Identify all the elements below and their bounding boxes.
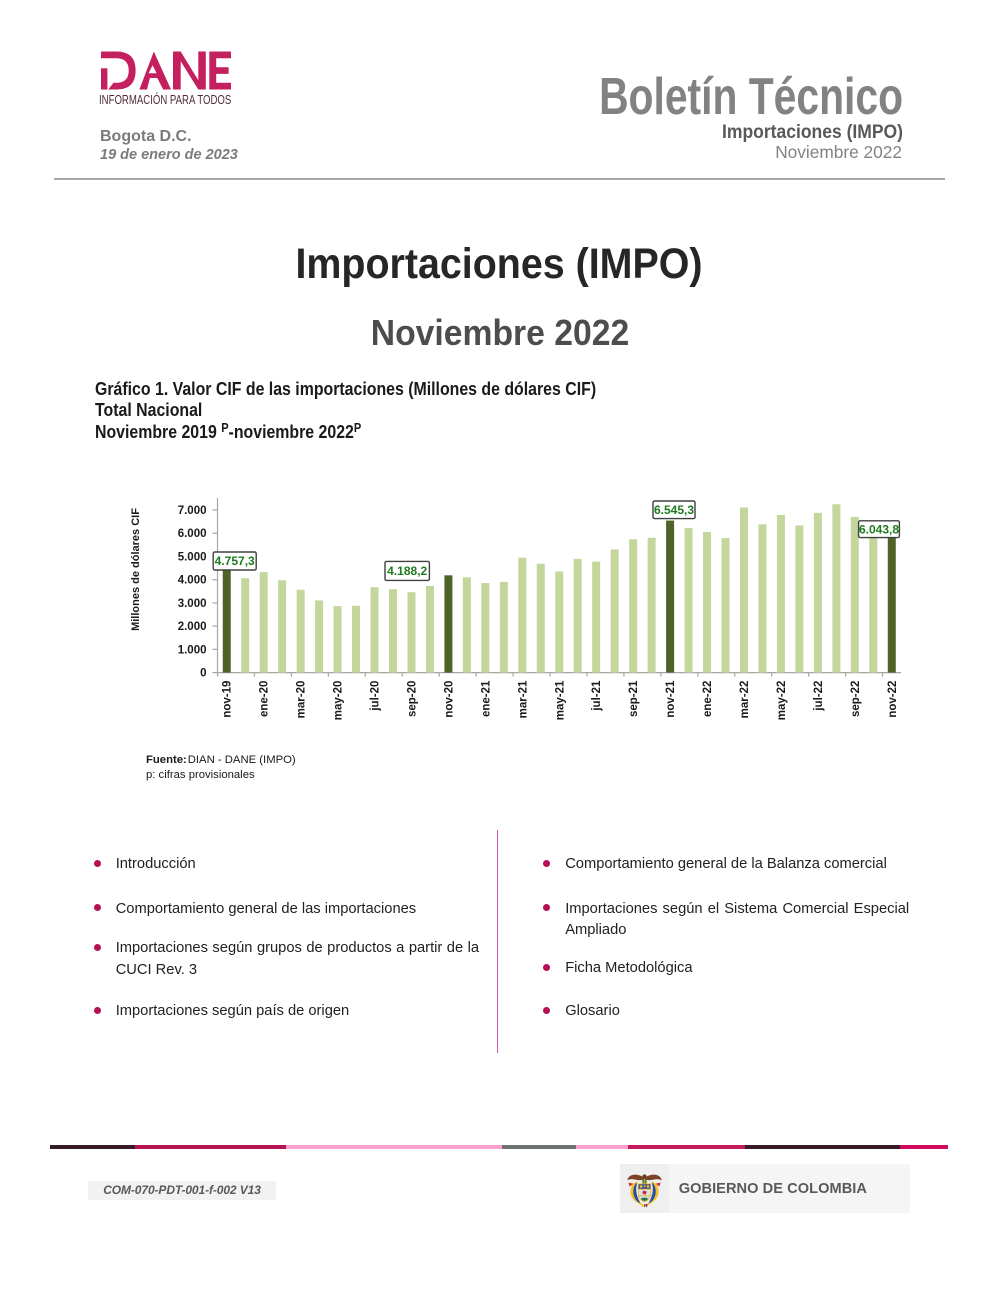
svg-text:sep-20: sep-20 xyxy=(406,681,418,717)
svg-text:ene-20: ene-20 xyxy=(259,681,271,717)
svg-text:nov-21: nov-21 xyxy=(665,680,677,718)
svg-text:jul-20: jul-20 xyxy=(370,681,382,712)
svg-text:ene-22: ene-22 xyxy=(702,681,714,717)
svg-text:0: 0 xyxy=(200,668,206,680)
svg-text:nov-22: nov-22 xyxy=(887,681,899,718)
svg-text:ene-21: ene-21 xyxy=(480,680,492,717)
svg-text:jul-22: jul-22 xyxy=(813,681,825,712)
svg-text:6.043,8: 6.043,8 xyxy=(859,522,899,536)
svg-text:mar-22: mar-22 xyxy=(739,681,751,719)
svg-text:sep-22: sep-22 xyxy=(850,681,862,717)
svg-text:sep-21: sep-21 xyxy=(628,680,640,717)
svg-text:may-22: may-22 xyxy=(776,681,788,721)
svg-text:jul-21: jul-21 xyxy=(591,680,603,712)
svg-text:4.000: 4.000 xyxy=(178,575,207,587)
svg-text:nov-19: nov-19 xyxy=(222,681,234,718)
svg-text:nov-20: nov-20 xyxy=(443,681,455,718)
svg-text:4.188,2: 4.188,2 xyxy=(387,564,427,578)
svg-text:4.757,3: 4.757,3 xyxy=(215,554,255,568)
svg-text:3.000: 3.000 xyxy=(178,598,207,610)
svg-text:2.000: 2.000 xyxy=(178,621,207,633)
svg-text:6.545,3: 6.545,3 xyxy=(654,503,694,517)
svg-text:1.000: 1.000 xyxy=(178,644,207,656)
svg-text:may-21: may-21 xyxy=(554,680,566,720)
svg-text:may-20: may-20 xyxy=(333,681,345,721)
svg-text:5.000: 5.000 xyxy=(178,551,207,563)
svg-text:mar-20: mar-20 xyxy=(296,681,308,719)
svg-text:7.000: 7.000 xyxy=(178,505,207,517)
svg-text:6.000: 6.000 xyxy=(178,528,207,540)
svg-text:mar-21: mar-21 xyxy=(517,680,529,718)
svg-text:Millones de dólares CIF: Millones de dólares CIF xyxy=(130,508,142,631)
